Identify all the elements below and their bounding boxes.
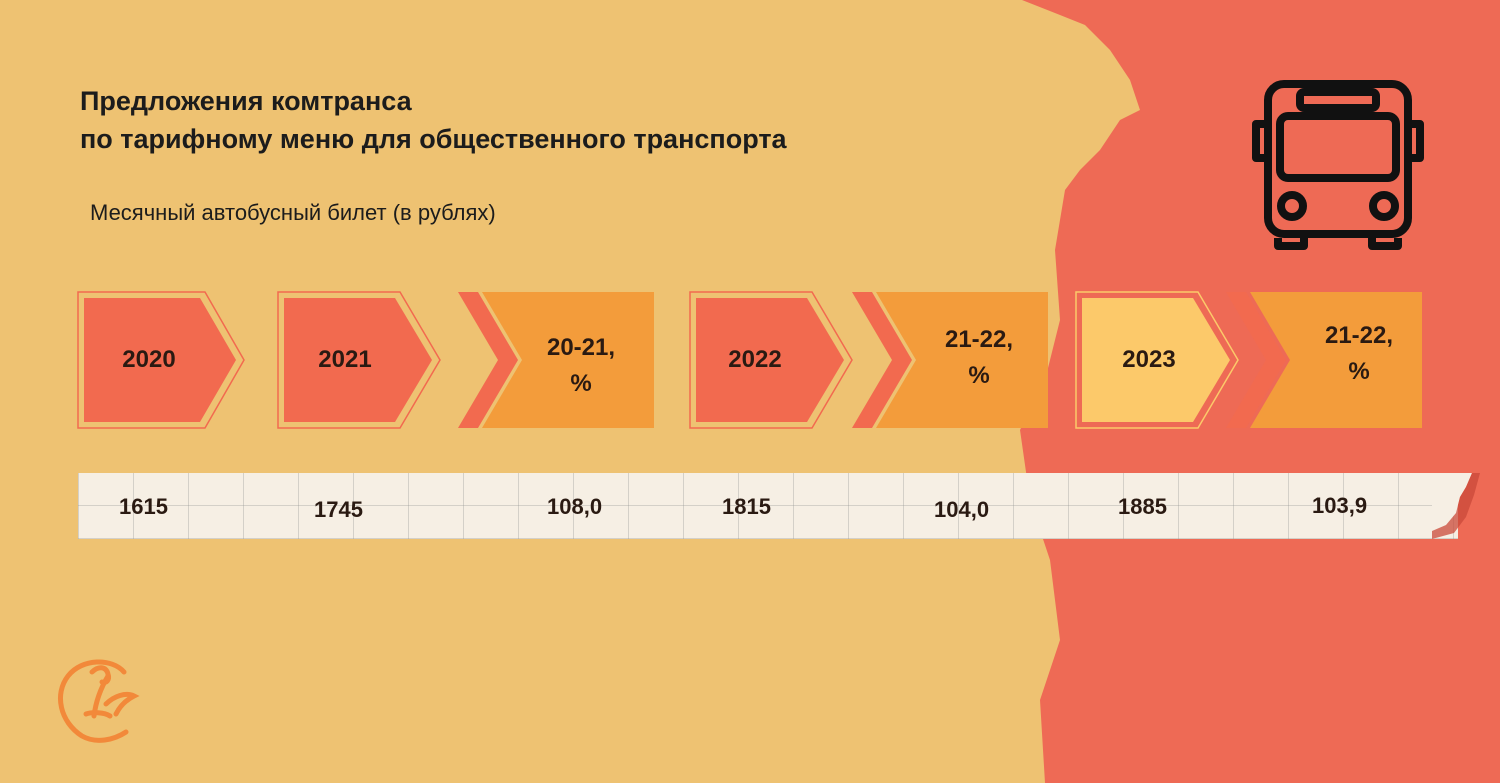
header-year-2021: 2021	[318, 346, 372, 373]
strip-torn-edge	[1432, 473, 1480, 539]
value-percent-21-22: 104,0	[934, 497, 990, 522]
chevron-2022	[689, 291, 853, 429]
header-year-2023: 2023	[1122, 346, 1176, 373]
chevron-pct-3	[1226, 292, 1422, 428]
values-strip	[78, 473, 1458, 539]
value-2020: 1615	[119, 494, 168, 519]
bus-icon	[1252, 80, 1424, 250]
logo-icon	[58, 659, 140, 743]
chevron-pct-1	[458, 292, 654, 428]
title-line-1: Предложения комтранса	[80, 86, 412, 116]
value-2022: 1815	[722, 494, 771, 519]
header-year-2020: 2020	[122, 346, 176, 373]
page-title: Предложения комтранса по тарифному меню …	[80, 82, 787, 158]
value-2021: 1745	[314, 497, 363, 522]
subtitle: Месячный автобусный билет (в рублях)	[90, 200, 496, 225]
value-percent-21-22-b: 103,9	[1312, 493, 1368, 518]
value-2023: 1885	[1118, 494, 1167, 519]
chevron-pct-2	[852, 292, 1048, 428]
header-percent-21-22-b: 21-22, %	[1324, 322, 1394, 385]
chevron-2023	[1075, 291, 1239, 429]
title-line-2: по тарифному меню для общественного тран…	[80, 124, 787, 154]
header-year-2022: 2022	[728, 346, 782, 373]
value-percent-20-21: 108,0	[547, 494, 603, 519]
header-percent-21-22: 21-22, %	[944, 326, 1014, 389]
chevron-2021	[277, 291, 441, 429]
header-percent-20-21: 20-21, %	[546, 334, 616, 397]
chevron-2020	[77, 291, 245, 429]
